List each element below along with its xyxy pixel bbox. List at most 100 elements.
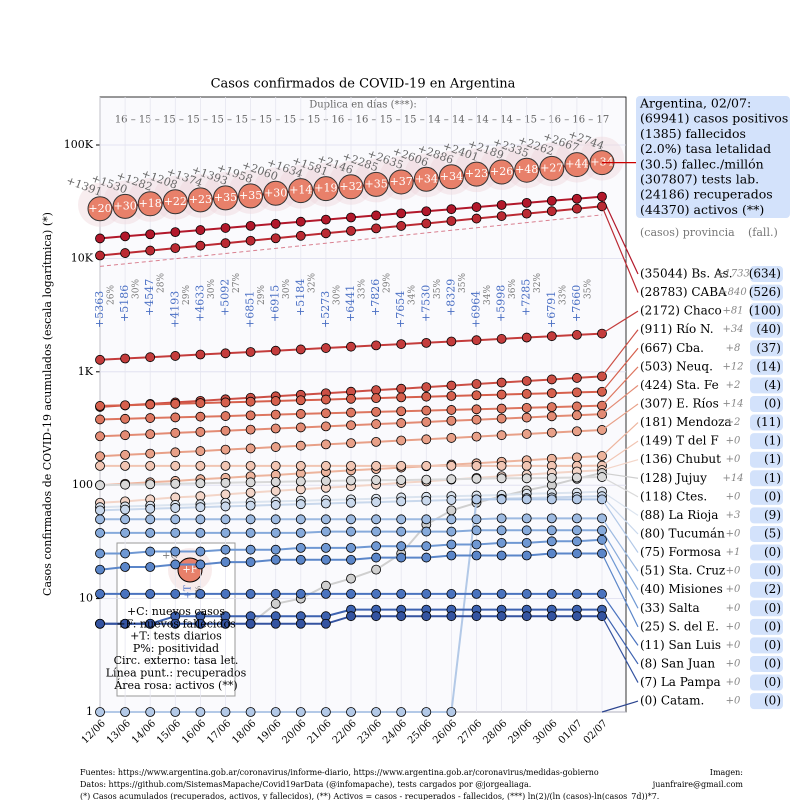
data-point — [471, 611, 482, 622]
data-point — [145, 527, 156, 538]
data-point — [572, 472, 582, 483]
positivity-label: 30% — [282, 279, 292, 299]
data-point — [371, 514, 382, 525]
data-point — [521, 537, 532, 548]
connector — [601, 593, 639, 646]
data-point — [546, 513, 557, 524]
series-line — [99, 214, 603, 267]
tests-label: +4547 — [143, 279, 156, 316]
data-point — [120, 479, 130, 490]
data-point — [346, 341, 356, 352]
data-point — [220, 589, 231, 599]
data-point — [346, 514, 356, 525]
data-point — [446, 505, 457, 516]
new-cases-label: +2 — [726, 417, 741, 428]
legend-entry: (424) Sta. Fe — [640, 378, 719, 392]
data-point — [396, 589, 407, 599]
data-point — [170, 398, 181, 409]
data-point — [572, 548, 582, 559]
subtitle: Duplica en días (***): — [309, 100, 417, 111]
total-new-label: +14 — [289, 184, 312, 197]
data-point — [521, 208, 532, 219]
data-point — [270, 409, 281, 420]
tests-label: +6964 — [470, 291, 483, 328]
total-new-label: +26 — [490, 165, 513, 178]
summary-line: (69941) casos positivos — [640, 111, 788, 126]
new-cases-label: +1733 — [716, 269, 750, 280]
data-point — [145, 546, 156, 557]
deaths-box — [750, 433, 783, 450]
deaths-box — [750, 266, 783, 282]
positivity-label: 33% — [558, 285, 568, 305]
data-point — [95, 514, 105, 525]
data-point — [521, 332, 532, 343]
total-point — [213, 185, 238, 211]
legend-entry: (667) Cba. — [640, 341, 704, 355]
connector — [601, 490, 639, 516]
data-point — [195, 546, 206, 557]
data-point — [371, 707, 382, 717]
legend-entry: (118) Ctes. — [640, 489, 707, 503]
data-point — [396, 418, 407, 428]
total-new-label: +19 — [314, 182, 337, 195]
summary-line: Argentina, 02/07: — [639, 96, 751, 111]
data-point — [496, 550, 507, 561]
total-new-label: +20 — [88, 202, 111, 215]
data-point — [270, 233, 281, 244]
data-point — [120, 400, 130, 411]
data-point — [396, 707, 407, 717]
legend-entry: (2172) Chaco — [640, 304, 722, 318]
data-point — [371, 340, 382, 351]
data-point — [120, 548, 130, 559]
data-point — [120, 562, 130, 572]
data-point — [371, 223, 382, 234]
total-new-label: +32 — [339, 180, 362, 193]
data-point — [346, 542, 356, 553]
x-tick-label: 14/06 — [130, 718, 158, 746]
tests-label: +4633 — [193, 285, 206, 322]
data-point — [145, 413, 156, 423]
data-point — [546, 589, 557, 599]
deaths-box — [750, 377, 783, 394]
new-cases-label: +0 — [726, 640, 741, 651]
data-point — [170, 428, 181, 438]
x-tick-label: 29/06 — [506, 718, 534, 746]
legend-sample-f: +F — [182, 565, 197, 576]
data-point — [220, 348, 231, 359]
connector — [601, 384, 639, 415]
data-point — [320, 476, 331, 486]
data-point — [521, 513, 532, 524]
data-point — [95, 250, 105, 261]
data-point — [446, 204, 457, 215]
deaths-label: (1) — [764, 471, 781, 485]
data-point — [346, 475, 356, 486]
data-point — [145, 514, 156, 525]
deaths-box — [750, 618, 783, 635]
total-point — [338, 174, 364, 200]
data-point — [471, 460, 482, 471]
data-point — [170, 589, 181, 599]
data-point — [95, 505, 105, 516]
data-point — [371, 589, 382, 599]
data-point — [145, 562, 156, 572]
data-point — [346, 460, 356, 471]
deaths-label: (0) — [764, 601, 781, 615]
x-tick-label: 22/06 — [331, 718, 359, 746]
data-point — [320, 421, 331, 432]
deaths-label: (0) — [764, 638, 781, 652]
data-point — [471, 379, 482, 389]
data-point — [245, 707, 256, 717]
data-point — [496, 200, 507, 210]
summary-line: (24186) recuperados — [640, 187, 773, 202]
summary-line: (44370) activos (**) — [640, 202, 764, 217]
tests-label: +5092 — [219, 279, 232, 316]
data-point — [446, 405, 457, 415]
data-point — [421, 434, 432, 445]
new-cases-label: +34 — [722, 324, 743, 335]
data-point — [521, 473, 532, 484]
data-point — [396, 552, 407, 563]
data-point — [371, 475, 382, 485]
data-point — [220, 397, 231, 408]
new-cases-label: +0 — [726, 584, 741, 595]
